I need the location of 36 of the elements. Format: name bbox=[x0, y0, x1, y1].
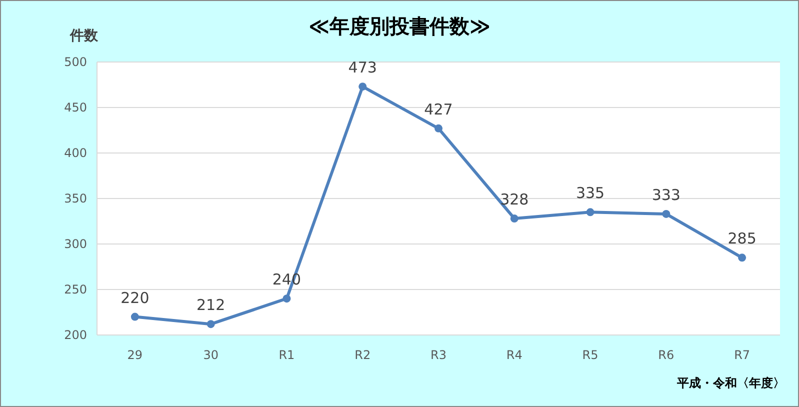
y-tick-label: 450 bbox=[64, 100, 87, 114]
x-tick-label: 30 bbox=[203, 348, 218, 362]
x-tick-label: R1 bbox=[278, 348, 295, 362]
y-tick-label: 250 bbox=[64, 282, 87, 296]
y-tick-label: 500 bbox=[64, 55, 87, 69]
x-tick-label: R2 bbox=[354, 348, 371, 362]
x-tick-label: R3 bbox=[430, 348, 446, 362]
y-tick-label: 200 bbox=[64, 328, 87, 342]
y-axis-title: 件数 bbox=[69, 28, 99, 44]
point bbox=[130, 312, 139, 321]
point bbox=[358, 82, 367, 91]
chart-title: ≪年度別投書件数≫ bbox=[308, 14, 490, 38]
point bbox=[662, 210, 670, 218]
x-tick-label: R5 bbox=[582, 348, 598, 362]
x-tick-label: 29 bbox=[127, 348, 143, 362]
data-label: 333 bbox=[652, 186, 680, 204]
point bbox=[738, 254, 746, 262]
point bbox=[586, 208, 594, 216]
point bbox=[434, 124, 442, 132]
data-label: 473 bbox=[348, 58, 377, 77]
data-label: 328 bbox=[500, 190, 529, 209]
point bbox=[206, 320, 215, 328]
x-tick-label: R6 bbox=[658, 348, 674, 362]
x-tick-label: R4 bbox=[506, 348, 522, 362]
data-label: 285 bbox=[728, 230, 756, 248]
point bbox=[510, 214, 518, 223]
data-label: 335 bbox=[576, 184, 605, 202]
x-tick-label: R7 bbox=[734, 348, 750, 362]
point bbox=[282, 294, 291, 303]
y-tick-label: 300 bbox=[64, 237, 87, 251]
data-label: 427 bbox=[424, 100, 453, 118]
data-label: 220 bbox=[120, 288, 150, 307]
y-tick-label: 400 bbox=[64, 146, 87, 160]
data-label: 212 bbox=[196, 296, 226, 314]
x-axis-title: 平成・令和〈年度〉 bbox=[676, 376, 785, 390]
y-tick-label: 350 bbox=[64, 192, 87, 206]
